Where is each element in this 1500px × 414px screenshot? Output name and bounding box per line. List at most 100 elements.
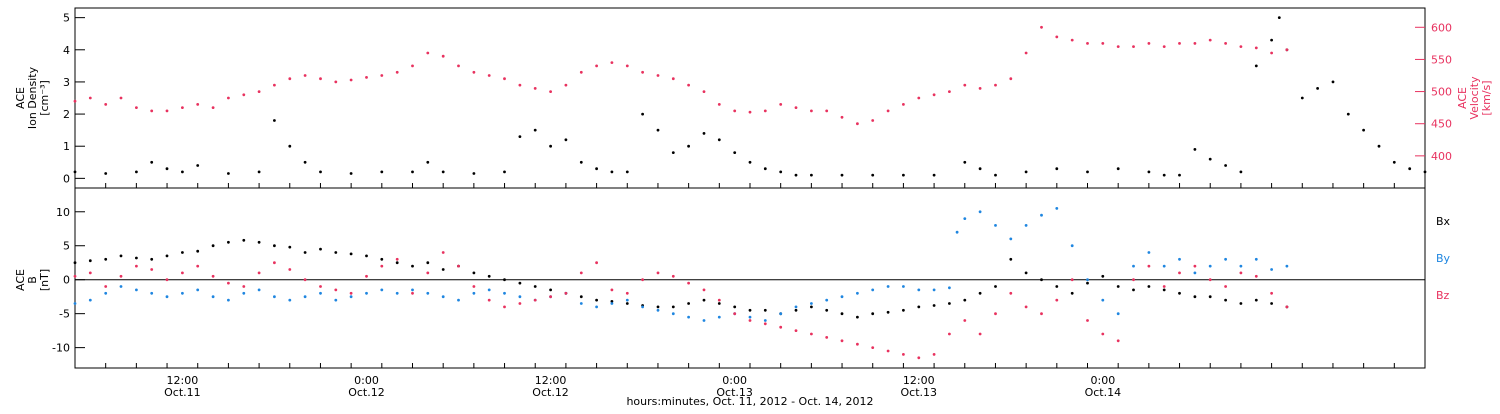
bottom-point-by	[671, 312, 675, 316]
bottom-point-by	[395, 291, 399, 295]
bottom-point-bz	[595, 261, 598, 265]
bottom-point-bz	[88, 271, 92, 275]
bottom-point-bz	[948, 332, 951, 336]
bottom-point-bz	[748, 319, 752, 322]
bottom-point-bx	[1239, 302, 1243, 305]
top-point-series-0	[1277, 16, 1281, 19]
bottom-point-by	[902, 285, 905, 288]
bottom-point-bz	[1040, 312, 1043, 316]
bottom-point-bz	[1116, 339, 1120, 343]
bottom-point-bz	[1101, 332, 1105, 336]
bottom-point-bx	[303, 251, 307, 254]
bottom-point-bx	[73, 261, 77, 265]
top-point-series-1	[917, 96, 921, 100]
top-point-series-1	[932, 93, 936, 97]
top-point-series-0	[579, 160, 583, 164]
top-ylabel-right-line1: ACE	[1456, 87, 1469, 109]
bottom-point-bx	[549, 288, 552, 292]
bottom-point-by	[1101, 298, 1105, 302]
x-tick-date: Oct.13	[716, 386, 753, 399]
bottom-point-bx	[1224, 298, 1227, 302]
top-point-series-0	[1116, 167, 1120, 171]
bottom-point-bz	[1224, 285, 1227, 288]
bottom-point-by	[1086, 278, 1089, 282]
top-point-series-1	[1101, 42, 1105, 45]
bottom-point-by	[518, 295, 522, 299]
top-point-series-0	[135, 170, 138, 174]
top-point-series-0	[810, 173, 813, 177]
bottom-point-bz	[656, 271, 660, 275]
top-point-series-1	[902, 103, 905, 106]
bottom-left-tick-label: 5	[63, 240, 70, 253]
bottom-point-by	[1285, 264, 1289, 268]
bottom-point-bz	[365, 274, 368, 278]
top-point-series-0	[549, 144, 552, 148]
top-point-series-0	[702, 132, 706, 135]
top-point-series-0	[104, 172, 108, 175]
bottom-point-bx	[948, 302, 951, 305]
bottom-point-by	[196, 288, 200, 292]
bottom-point-bx	[273, 244, 276, 248]
top-point-series-0	[733, 151, 737, 155]
top-point-series-1	[671, 77, 675, 81]
top-point-series-0	[932, 173, 936, 177]
top-point-series-1	[349, 78, 353, 82]
bottom-point-bz	[319, 285, 322, 288]
top-point-series-0	[1178, 173, 1181, 177]
bottom-point-by	[441, 295, 445, 299]
top-point-series-1	[1024, 51, 1028, 55]
top-point-series-0	[533, 128, 537, 132]
top-point-series-0	[165, 167, 169, 171]
bottom-point-bx	[902, 308, 905, 312]
top-point-series-0	[1086, 170, 1089, 174]
top-right-tick-label: 400	[1431, 150, 1452, 163]
bottom-point-bx	[211, 244, 215, 248]
top-point-series-1	[533, 87, 537, 90]
bottom-point-bx	[978, 291, 982, 295]
bottom-point-bx	[365, 254, 368, 258]
bottom-point-bx	[1147, 285, 1151, 288]
top-point-series-1	[411, 64, 414, 68]
top-point-series-1	[1070, 38, 1074, 42]
bottom-point-bz	[579, 271, 583, 275]
bottom-point-bx	[487, 274, 491, 278]
bottom-left-tick-label: -10	[52, 342, 70, 355]
bottom-point-bz	[702, 288, 706, 292]
top-point-series-0	[1239, 170, 1243, 174]
bottom-point-bx	[963, 298, 967, 302]
bottom-point-bz	[1178, 271, 1181, 275]
top-point-series-0	[1055, 167, 1059, 171]
bottom-point-by	[457, 298, 460, 302]
bottom-point-bx	[625, 302, 629, 305]
bottom-point-bz	[932, 353, 936, 356]
top-point-series-0	[73, 170, 77, 174]
top-point-series-1	[1285, 48, 1289, 52]
bottom-point-bx	[181, 251, 184, 254]
bottom-point-bz	[825, 336, 829, 339]
bottom-point-bx	[871, 312, 875, 316]
top-point-series-1	[1270, 51, 1273, 55]
x-tick-time: 0:00	[722, 374, 747, 387]
top-point-series-1	[763, 109, 767, 113]
top-point-series-0	[671, 151, 675, 155]
top-point-series-1	[242, 93, 246, 97]
bottom-point-by	[994, 224, 997, 227]
top-point-series-1	[119, 96, 123, 100]
bottom-point-bx	[533, 285, 537, 288]
bottom-point-by	[380, 288, 384, 292]
bottom-point-by	[886, 285, 890, 288]
top-point-series-0	[257, 170, 261, 174]
top-point-series-1	[1162, 45, 1166, 48]
top-point-series-1	[380, 74, 384, 77]
x-tick-date: Oct.11	[164, 386, 201, 399]
x-tick-date: Oct.12	[532, 386, 569, 399]
bottom-point-by	[702, 319, 706, 322]
top-point-series-0	[196, 164, 200, 167]
bottom-point-bz	[242, 285, 246, 288]
bottom-point-by	[1178, 257, 1181, 261]
bottom-point-bz	[1270, 291, 1273, 295]
x-tick-time: 12:00	[903, 374, 935, 387]
bottom-point-bz	[840, 339, 844, 343]
top-point-series-1	[564, 83, 568, 87]
top-point-series-0	[1224, 164, 1227, 167]
